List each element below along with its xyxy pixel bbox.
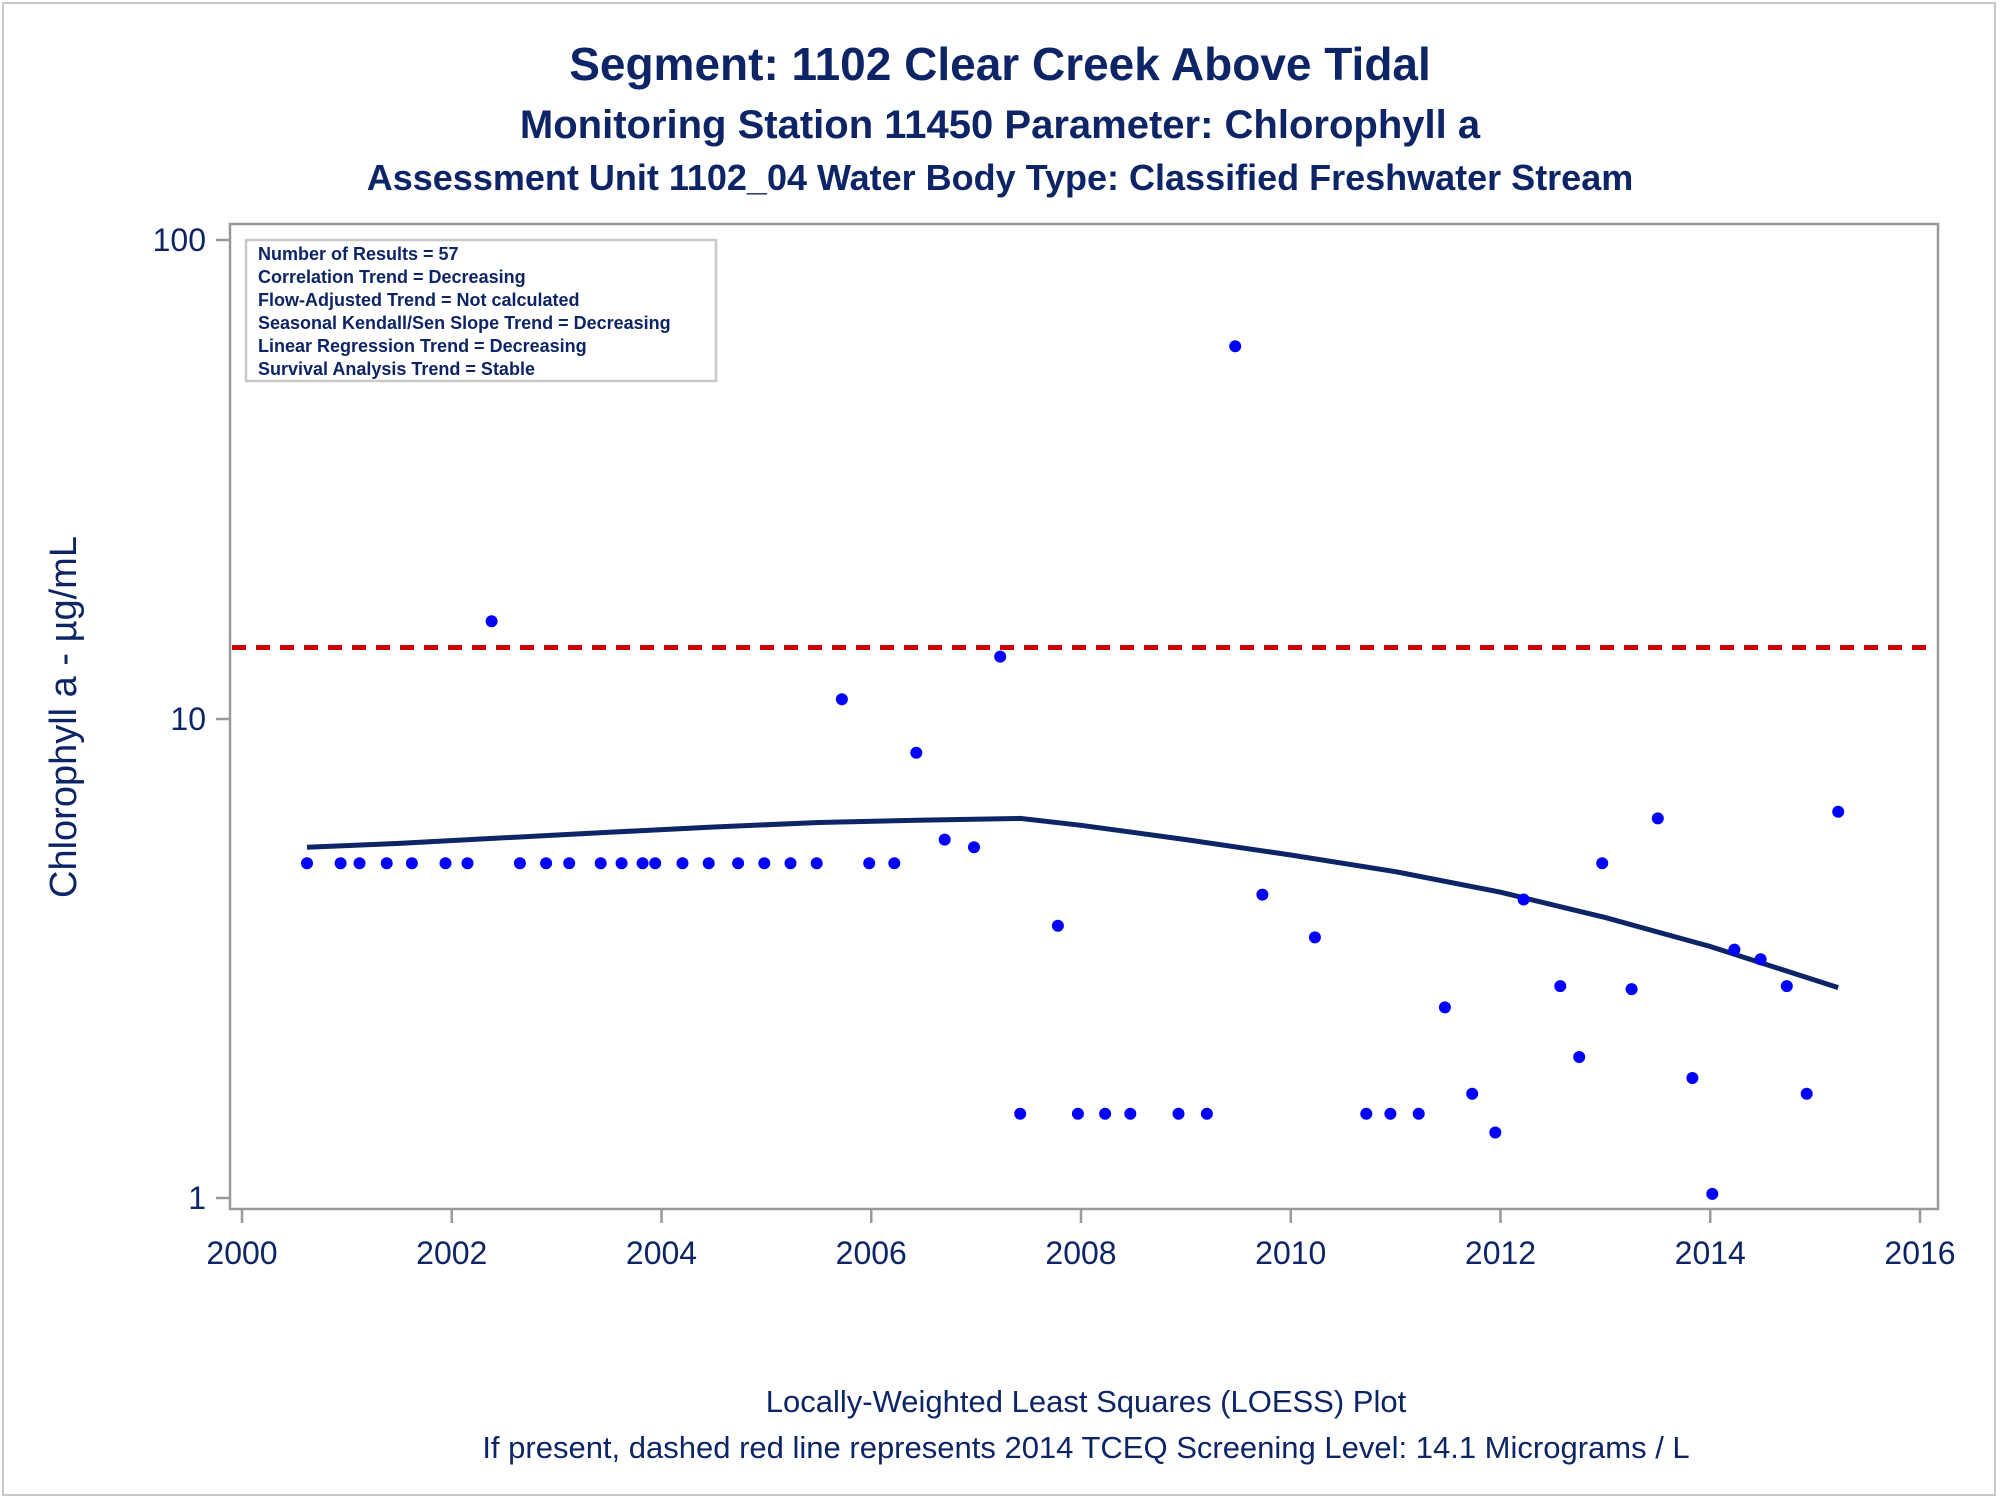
data-point — [758, 857, 771, 870]
data-point — [353, 857, 366, 870]
y-tick-label: 1 — [188, 1180, 206, 1216]
data-point — [1596, 857, 1609, 870]
x-tick-label: 2012 — [1465, 1235, 1536, 1271]
data-point — [1686, 1072, 1699, 1084]
data-point — [563, 857, 576, 870]
data-point — [1256, 888, 1269, 901]
stats-seasonal-kendall-trend: Seasonal Kendall/Sen Slope Trend = Decre… — [258, 313, 671, 333]
data-point — [461, 857, 474, 870]
x-tick-label: 2004 — [626, 1235, 697, 1271]
data-point — [1360, 1107, 1373, 1120]
x-tick-label: 2016 — [1884, 1235, 1955, 1271]
data-point — [1517, 893, 1530, 906]
data-point — [485, 615, 498, 628]
data-point — [439, 857, 452, 870]
data-point — [1308, 931, 1321, 944]
data-point — [676, 857, 689, 870]
y-tick-label: 100 — [153, 222, 206, 258]
stats-box-border — [244, 238, 718, 383]
x-tick-label: 2010 — [1255, 1235, 1326, 1271]
data-point — [835, 693, 848, 706]
data-point — [1706, 1187, 1719, 1200]
data-point — [1229, 340, 1242, 353]
data-point — [649, 857, 662, 870]
data-point — [1489, 1126, 1502, 1139]
data-point — [1800, 1087, 1813, 1100]
data-point — [1172, 1107, 1185, 1120]
data-point — [636, 857, 649, 870]
data-point — [888, 857, 901, 870]
x-tick-label: 2002 — [416, 1235, 487, 1271]
data-point — [1625, 983, 1638, 996]
data-point — [1651, 812, 1664, 825]
data-point — [594, 857, 607, 870]
stats-flow-adjusted-trend: Flow-Adjusted Trend = Not calculated — [258, 290, 580, 310]
data-point — [810, 857, 823, 870]
stats-box: Number of Results = 57 Correlation Trend… — [244, 238, 718, 383]
data-point — [405, 857, 418, 870]
footnote-screening-level: If present, dashed red line represents 2… — [482, 1430, 1689, 1465]
data-point — [1466, 1087, 1479, 1100]
data-point — [863, 857, 876, 870]
stats-correlation-trend: Correlation Trend = Decreasing — [258, 267, 526, 287]
data-point — [1051, 919, 1064, 932]
data-point — [968, 841, 980, 854]
data-point — [910, 746, 923, 759]
chart-subtitle-station: Monitoring Station 11450 Parameter: Chlo… — [520, 103, 1481, 147]
data-point — [1438, 1001, 1451, 1014]
data-point — [1573, 1051, 1586, 1063]
chart-subtitle-assessment: Assessment Unit 1102_04 Water Body Type:… — [367, 157, 1634, 198]
data-point — [1384, 1107, 1397, 1120]
data-point — [784, 857, 797, 870]
loess-curve — [306, 815, 1839, 990]
data-point — [301, 857, 313, 870]
data-point — [1071, 1107, 1084, 1120]
data-point — [1124, 1107, 1137, 1120]
stats-number-of-results: Number of Results = 57 — [258, 244, 459, 264]
data-point — [380, 857, 393, 870]
axes: 2000 2002 2004 2006 2008 2010 2012 2014 2016 1 10 1… — [153, 222, 1956, 1271]
x-tick-label: 2000 — [206, 1235, 277, 1271]
data-point — [1554, 980, 1567, 993]
data-point — [702, 857, 715, 870]
stats-survival-analysis-trend: Survival Analysis Trend = Stable — [258, 359, 535, 379]
data-point — [1780, 980, 1793, 993]
data-point — [513, 857, 526, 870]
plot-area — [228, 222, 1940, 1211]
data-point — [540, 857, 553, 870]
data-point — [1754, 953, 1767, 966]
stats-linear-regression-trend: Linear Regression Trend = Decreasing — [258, 336, 587, 356]
footnote-loess: Locally-Weighted Least Squares (LOESS) P… — [766, 1384, 1407, 1419]
y-axis-label: Chlorophyll a - µg/mL — [43, 536, 85, 898]
data-point — [938, 833, 951, 846]
data-point — [1099, 1107, 1112, 1120]
data-point — [615, 857, 628, 870]
x-tick-label: 2008 — [1045, 1235, 1116, 1271]
data-point — [334, 857, 347, 870]
data-point — [994, 650, 1007, 663]
data-point — [1014, 1107, 1027, 1120]
data-point — [732, 857, 745, 870]
chart-title: Segment: 1102 Clear Creek Above Tidal — [569, 38, 1431, 90]
data-point — [1832, 805, 1845, 818]
x-tick-label: 2006 — [836, 1235, 907, 1271]
data-points — [301, 340, 1845, 1200]
y-tick-label: 10 — [170, 701, 206, 737]
data-point — [1200, 1107, 1213, 1120]
data-point — [1412, 1107, 1425, 1120]
x-tick-label: 2014 — [1675, 1235, 1746, 1271]
data-point — [1728, 943, 1741, 956]
